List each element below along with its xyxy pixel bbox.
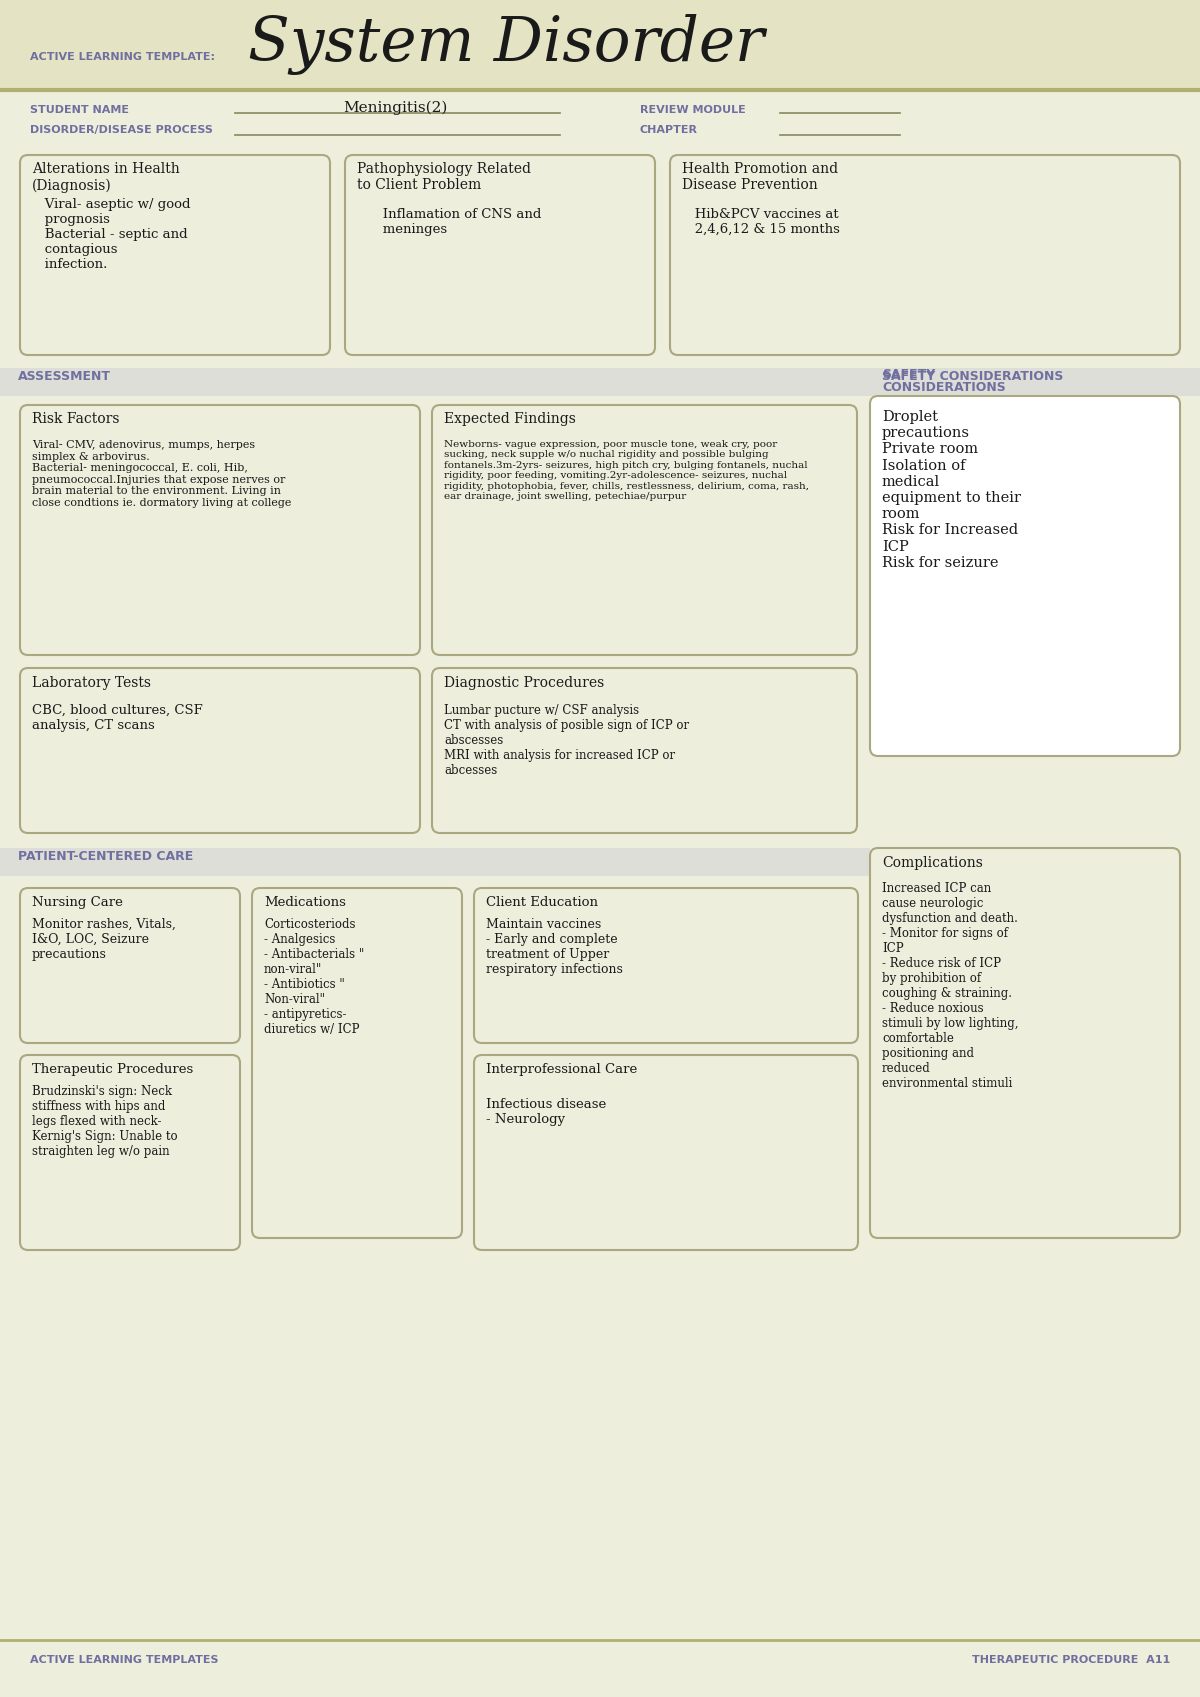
- Text: Interprofessional Care: Interprofessional Care: [486, 1062, 637, 1076]
- FancyBboxPatch shape: [870, 395, 1180, 755]
- FancyBboxPatch shape: [20, 669, 420, 833]
- Text: Maintain vaccines
- Early and complete
treatment of Upper
respiratory infections: Maintain vaccines - Early and complete t…: [486, 918, 623, 976]
- Text: ACTIVE LEARNING TEMPLATES: ACTIVE LEARNING TEMPLATES: [30, 1655, 218, 1665]
- Text: CBC, blood cultures, CSF
analysis, CT scans: CBC, blood cultures, CSF analysis, CT sc…: [32, 704, 203, 731]
- Text: Meningitis(2): Meningitis(2): [343, 102, 448, 115]
- Text: THERAPEUTIC PROCEDURE  A11: THERAPEUTIC PROCEDURE A11: [972, 1655, 1170, 1665]
- Text: Viral- aseptic w/ good
   prognosis
   Bacterial - septic and
   contagious
   i: Viral- aseptic w/ good prognosis Bacteri…: [32, 199, 191, 272]
- Text: Client Education: Client Education: [486, 896, 598, 910]
- FancyBboxPatch shape: [670, 154, 1180, 355]
- Bar: [0, 368, 870, 395]
- Text: Complications: Complications: [882, 855, 983, 871]
- FancyBboxPatch shape: [20, 406, 420, 655]
- Text: Expected Findings: Expected Findings: [444, 412, 576, 426]
- Text: Alterations in Health
(Diagnosis): Alterations in Health (Diagnosis): [32, 161, 180, 193]
- Text: Viral- CMV, adenovirus, mumps, herpes
simplex & arbovirus.
Bacterial- meningococ: Viral- CMV, adenovirus, mumps, herpes si…: [32, 440, 292, 507]
- Text: Risk Factors: Risk Factors: [32, 412, 120, 426]
- FancyBboxPatch shape: [474, 1056, 858, 1251]
- FancyBboxPatch shape: [20, 1056, 240, 1251]
- Text: Diagnostic Procedures: Diagnostic Procedures: [444, 675, 605, 691]
- FancyBboxPatch shape: [20, 888, 240, 1044]
- FancyBboxPatch shape: [432, 669, 857, 833]
- Text: System Disorder: System Disorder: [248, 14, 764, 75]
- Text: Corticosteriods
- Analgesics
- Antibacterials "
non-viral"
- Antibiotics "
Non-v: Corticosteriods - Analgesics - Antibacte…: [264, 918, 365, 1035]
- FancyBboxPatch shape: [870, 848, 1180, 1239]
- Text: ASSESSMENT: ASSESSMENT: [18, 370, 112, 384]
- Text: STUDENT NAME: STUDENT NAME: [30, 105, 130, 115]
- Text: SAFETY: SAFETY: [882, 368, 935, 382]
- Text: Brudzinski's sign: Neck
stiffness with hips and
legs flexed with neck-
Kernig's : Brudzinski's sign: Neck stiffness with h…: [32, 1084, 178, 1157]
- Text: CONSIDERATIONS: CONSIDERATIONS: [882, 382, 1006, 394]
- FancyBboxPatch shape: [346, 154, 655, 355]
- Text: Laboratory Tests: Laboratory Tests: [32, 675, 151, 691]
- FancyBboxPatch shape: [432, 406, 857, 655]
- Text: REVIEW MODULE: REVIEW MODULE: [640, 105, 745, 115]
- Text: DISORDER/DISEASE PROCESS: DISORDER/DISEASE PROCESS: [30, 126, 212, 136]
- Text: Lumbar pucture w/ CSF analysis
CT with analysis of posible sign of ICP or
absces: Lumbar pucture w/ CSF analysis CT with a…: [444, 704, 689, 777]
- Text: Inflamation of CNS and
   meninges: Inflamation of CNS and meninges: [370, 209, 541, 236]
- Bar: [870, 368, 1200, 395]
- FancyBboxPatch shape: [252, 888, 462, 1239]
- Text: Health Promotion and
Disease Prevention: Health Promotion and Disease Prevention: [682, 161, 838, 192]
- Text: Infectious disease
- Neurology: Infectious disease - Neurology: [486, 1098, 606, 1127]
- FancyBboxPatch shape: [20, 154, 330, 355]
- Bar: [870, 368, 1200, 395]
- FancyBboxPatch shape: [474, 888, 858, 1044]
- Bar: [0, 848, 870, 876]
- Text: Nursing Care: Nursing Care: [32, 896, 122, 910]
- Text: ACTIVE LEARNING TEMPLATE:: ACTIVE LEARNING TEMPLATE:: [30, 53, 215, 63]
- Text: Therapeutic Procedures: Therapeutic Procedures: [32, 1062, 193, 1076]
- Text: Medications: Medications: [264, 896, 346, 910]
- Text: Droplet
precautions
Private room
Isolation of
medical
equipment to their
room
Ri: Droplet precautions Private room Isolati…: [882, 411, 1021, 570]
- Text: Pathophysiology Related
to Client Problem: Pathophysiology Related to Client Proble…: [358, 161, 530, 192]
- Text: Increased ICP can
cause neurologic
dysfunction and death.
- Monitor for signs of: Increased ICP can cause neurologic dysfu…: [882, 882, 1019, 1089]
- Text: SAFETY CONSIDERATIONS: SAFETY CONSIDERATIONS: [882, 370, 1063, 384]
- Text: Monitor rashes, Vitals,
I&O, LOC, Seizure
precautions: Monitor rashes, Vitals, I&O, LOC, Seizur…: [32, 918, 176, 961]
- Text: Newborns- vague expression, poor muscle tone, weak cry, poor
sucking, neck suppl: Newborns- vague expression, poor muscle …: [444, 440, 809, 501]
- Bar: [0, 0, 1200, 90]
- Text: Hib&PCV vaccines at
   2,4,6,12 & 15 months: Hib&PCV vaccines at 2,4,6,12 & 15 months: [682, 209, 840, 236]
- Text: PATIENT-CENTERED CARE: PATIENT-CENTERED CARE: [18, 850, 193, 864]
- Text: CHAPTER: CHAPTER: [640, 126, 698, 136]
